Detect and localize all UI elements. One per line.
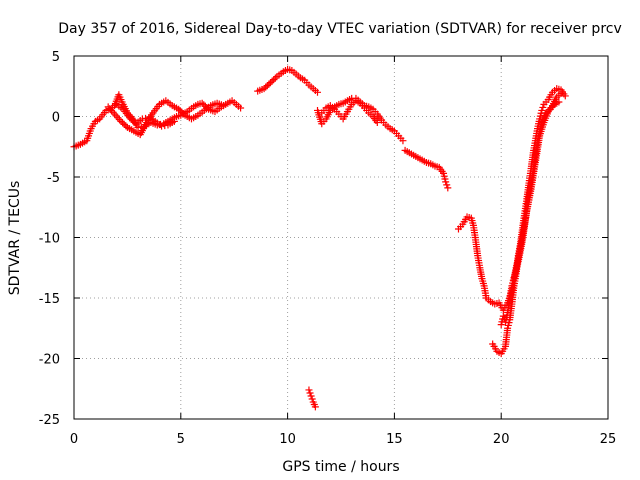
data-point	[120, 120, 128, 128]
x-tick-label: 15	[386, 432, 403, 447]
y-tick-label: -25	[39, 413, 60, 428]
plot-frame	[73, 55, 609, 420]
data-point	[311, 403, 319, 411]
data-point	[539, 103, 547, 111]
y-tick-label: 0	[52, 111, 60, 126]
data-point	[119, 119, 127, 127]
data-point	[138, 115, 146, 123]
data-point	[499, 312, 507, 320]
x-tick-label: 0	[70, 432, 78, 447]
data-series-seg-f	[314, 94, 407, 145]
data-series-seg-b	[104, 97, 228, 139]
x-tick-label: 20	[493, 432, 510, 447]
data-series-seg-k	[497, 90, 565, 329]
grid-lines	[74, 56, 608, 419]
data-series-seg-h	[401, 146, 452, 192]
data-point	[114, 114, 122, 122]
data-point	[305, 386, 313, 394]
data-point	[220, 102, 228, 110]
data-point	[178, 108, 186, 116]
data-point	[175, 105, 183, 113]
data-series-seg-e	[305, 386, 319, 411]
x-tick-label: 5	[177, 432, 185, 447]
data-point	[170, 117, 178, 125]
data-point	[115, 116, 123, 124]
data-point	[399, 137, 407, 145]
data-point	[263, 82, 271, 90]
data-point	[176, 107, 184, 115]
y-tick-label: -5	[47, 171, 60, 186]
data-point	[117, 117, 125, 125]
data-point	[443, 181, 451, 189]
data-series-seg-d	[254, 65, 322, 96]
data-point	[112, 112, 120, 120]
data-point	[179, 110, 187, 118]
y-tick-label: -10	[39, 232, 60, 247]
x-tick-label: 10	[279, 432, 296, 447]
data-point	[122, 122, 130, 130]
x-axis-label: GPS time / hours	[282, 459, 399, 475]
data-point	[265, 80, 273, 88]
data-point	[158, 122, 166, 130]
data-series-seg-i	[454, 98, 563, 314]
y-tick-label: -20	[39, 353, 60, 368]
y-tick-label: 5	[52, 50, 60, 65]
data-point	[142, 114, 150, 122]
data-point	[111, 110, 119, 118]
data-point	[268, 77, 276, 85]
x-tick-labels: 0 5 10 15 20 25	[70, 432, 616, 447]
data-point	[126, 114, 134, 122]
y-axis-label: SDTVAR / TECUs	[7, 181, 23, 296]
data-point	[442, 178, 450, 186]
y-tick-labels: -25 -20 -15 -10 -5 0 5	[39, 50, 60, 428]
data-point	[129, 117, 137, 125]
chart-title: Day 357 of 2016, Sidereal Day-to-day VTE…	[58, 21, 622, 37]
data-point	[127, 115, 135, 123]
data-point	[557, 90, 565, 98]
y-tick-label: -15	[39, 292, 60, 307]
data-point	[198, 99, 206, 107]
data-point	[308, 395, 316, 403]
data-series-seg-c	[113, 100, 178, 130]
data-point	[267, 79, 275, 87]
data-point	[314, 88, 322, 96]
data-point	[444, 184, 452, 192]
data-point	[561, 92, 569, 100]
data-point	[538, 106, 546, 114]
data-point	[270, 76, 278, 84]
data-point	[271, 74, 279, 82]
data-point	[260, 85, 268, 93]
data-point	[237, 104, 245, 112]
x-tick-label: 25	[600, 432, 617, 447]
data-point	[307, 392, 315, 400]
data-points	[70, 65, 569, 411]
data-point	[262, 83, 270, 91]
data-series-seg-g	[318, 97, 381, 127]
data-point	[161, 122, 169, 130]
data-point	[306, 389, 314, 397]
data-point	[373, 119, 381, 127]
